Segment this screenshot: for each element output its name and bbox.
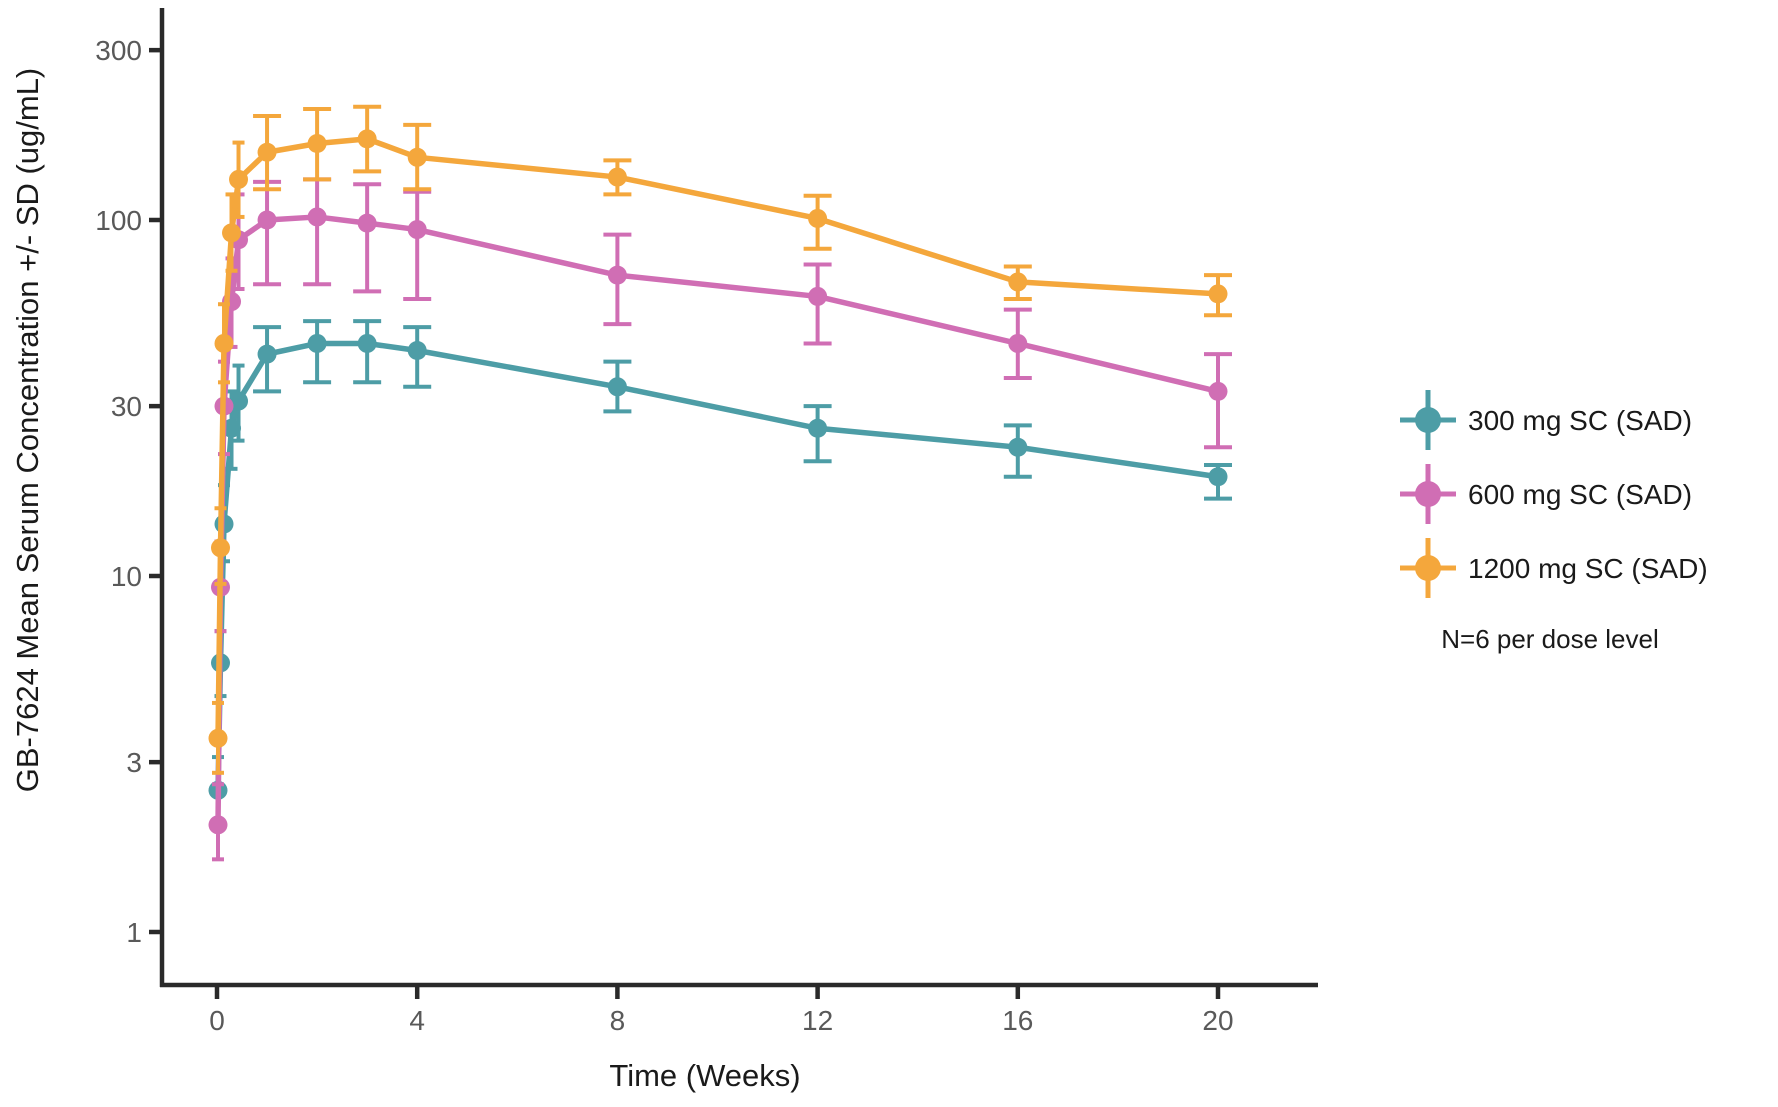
plot-series — [208, 104, 1232, 862]
error-bar — [303, 177, 332, 287]
y-tick-label: 3 — [126, 747, 142, 778]
data-point — [808, 286, 828, 306]
data-point — [208, 728, 228, 748]
legend-key-dot — [1415, 407, 1441, 433]
data-point — [257, 210, 277, 230]
data-point — [407, 147, 427, 167]
x-tick-label: 16 — [1002, 1005, 1033, 1036]
y-tick-label: 100 — [95, 205, 142, 236]
x-tick-label: 8 — [610, 1005, 626, 1036]
legend-key-icon — [1400, 538, 1456, 598]
data-point — [607, 167, 627, 187]
series-line — [215, 214, 1221, 828]
data-point — [1208, 467, 1228, 487]
data-point — [1008, 272, 1028, 292]
legend-label: 600 mg SC (SAD) — [1468, 479, 1692, 510]
legend-key-icon — [1400, 390, 1456, 450]
legend-key-icon — [1400, 464, 1456, 524]
legend-item: 300 mg SC (SAD) — [1400, 390, 1692, 450]
y-tick-label: 10 — [111, 561, 142, 592]
error-bar — [403, 189, 432, 301]
data-point — [222, 223, 242, 243]
series-300-mg-sc-sad — [208, 319, 1232, 827]
error-bar — [253, 179, 282, 287]
data-point — [307, 207, 327, 227]
legend-label: 300 mg SC (SAD) — [1468, 405, 1692, 436]
data-point — [808, 208, 828, 228]
data-point — [257, 344, 277, 364]
data-point — [257, 142, 277, 162]
y-axis-title: GB-7624 Mean Serum Concentration +/- SD … — [10, 68, 45, 793]
x-axis-title: Time (Weeks) — [609, 1058, 800, 1093]
plot-axes: 1 3 10 30 100 300 0 4 8 12 16 20 — [95, 8, 1318, 1036]
data-point — [1008, 333, 1028, 353]
data-point — [214, 333, 234, 353]
legend-item: 600 mg SC (SAD) — [1400, 464, 1692, 524]
series-1200-mg-sc-sad — [208, 104, 1232, 775]
data-point — [229, 169, 249, 189]
legend-item: 1200 mg SC (SAD) — [1400, 538, 1708, 598]
legend-key-dot — [1415, 481, 1441, 507]
data-point — [307, 333, 327, 353]
y-tick-label: 1 — [126, 917, 142, 948]
legend-label: 1200 mg SC (SAD) — [1468, 553, 1708, 584]
data-point — [407, 220, 427, 240]
data-point — [1208, 381, 1228, 401]
series-600-mg-sc-sad — [208, 177, 1232, 862]
data-point — [357, 213, 377, 233]
data-point — [307, 134, 327, 154]
legend: 300 mg SC (SAD) 600 mg SC (SAD) 1200 mg SC… — [1400, 390, 1708, 598]
data-point — [357, 129, 377, 149]
data-point — [211, 538, 231, 558]
data-point — [357, 333, 377, 353]
x-tick-label: 4 — [409, 1005, 425, 1036]
series-line — [215, 340, 1221, 794]
data-point — [208, 815, 228, 835]
data-point — [1008, 437, 1028, 457]
x-tick-label: 0 — [209, 1005, 225, 1036]
data-point — [1208, 284, 1228, 304]
data-point — [222, 418, 242, 438]
data-point — [607, 265, 627, 285]
data-point — [407, 340, 427, 360]
sample-size-note: N=6 per dose level — [1441, 624, 1659, 654]
data-point — [229, 391, 249, 411]
y-tick-label: 300 — [95, 35, 142, 66]
legend-key-dot — [1415, 555, 1441, 581]
data-point — [607, 377, 627, 397]
y-tick-label: 30 — [111, 391, 142, 422]
x-tick-label: 12 — [802, 1005, 833, 1036]
data-point — [808, 418, 828, 438]
error-bar — [353, 182, 382, 294]
x-tick-label: 20 — [1202, 1005, 1233, 1036]
